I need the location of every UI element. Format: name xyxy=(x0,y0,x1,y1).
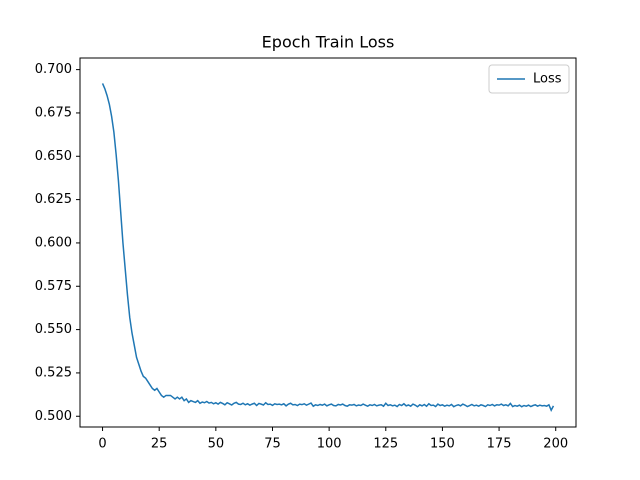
y-tick-label: 0.500 xyxy=(35,409,72,424)
x-tick-label: 75 xyxy=(264,437,281,452)
plot-frame xyxy=(79,57,577,428)
line xyxy=(101,83,555,412)
x-tick-label: 175 xyxy=(487,437,512,452)
y-tick-label: 0.550 xyxy=(35,322,72,337)
chart-title: Epoch Train Loss xyxy=(262,33,395,52)
y-tick-label: 0.650 xyxy=(35,149,72,164)
y-tick-label: 0.625 xyxy=(35,192,72,207)
y-tick-label: 0.525 xyxy=(35,365,72,380)
legend-box xyxy=(488,64,570,94)
y-tick-label: 0.600 xyxy=(35,235,72,250)
x-tick-label: 100 xyxy=(317,437,342,452)
x-tick-label: 125 xyxy=(373,437,398,452)
x-tick-label: 25 xyxy=(151,437,168,452)
y-tick-label: 0.575 xyxy=(35,279,72,294)
y-tick-label: 0.700 xyxy=(35,62,72,77)
x-tick-label: 200 xyxy=(543,437,568,452)
x-tick-label: 0 xyxy=(98,437,106,452)
x-tick-label: 50 xyxy=(208,437,225,452)
y-tick-label: 0.675 xyxy=(35,105,72,120)
x-tick-label: 150 xyxy=(430,437,455,452)
legend-label: Loss xyxy=(533,72,562,87)
